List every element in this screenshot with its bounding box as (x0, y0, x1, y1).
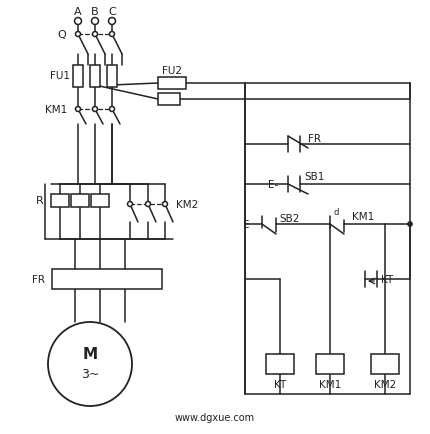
Text: KT: KT (274, 379, 286, 389)
Text: E: E (243, 220, 250, 230)
Text: SB2: SB2 (279, 214, 299, 224)
Circle shape (408, 222, 412, 227)
Circle shape (92, 33, 98, 37)
Circle shape (48, 322, 132, 406)
Circle shape (92, 19, 98, 26)
Text: FR: FR (31, 274, 44, 284)
Circle shape (110, 33, 114, 37)
Text: 3~: 3~ (81, 368, 99, 381)
Circle shape (92, 107, 98, 112)
Circle shape (163, 202, 168, 207)
Bar (71, 194, 89, 207)
Bar (371, 354, 399, 374)
Text: KM2: KM2 (374, 379, 396, 389)
Bar (51, 194, 69, 207)
Circle shape (108, 19, 116, 26)
Text: FU2: FU2 (162, 66, 182, 76)
Text: KM2: KM2 (176, 200, 198, 210)
Text: C: C (108, 7, 116, 17)
Text: R: R (36, 196, 44, 206)
Bar (158, 94, 180, 106)
Text: FR: FR (308, 134, 321, 144)
Text: SB1: SB1 (304, 171, 324, 181)
Text: www.dgxue.com: www.dgxue.com (175, 412, 255, 422)
Circle shape (76, 107, 80, 112)
Circle shape (128, 202, 132, 207)
Text: A: A (74, 7, 82, 17)
Bar (107, 66, 117, 88)
Text: E-: E- (268, 180, 278, 190)
Text: KT: KT (381, 274, 393, 284)
Bar (266, 354, 294, 374)
Text: KM1: KM1 (45, 105, 67, 115)
Text: FU1: FU1 (50, 71, 70, 81)
Bar (91, 194, 109, 207)
Text: Q: Q (58, 30, 66, 40)
Bar (73, 66, 83, 88)
Bar (158, 78, 186, 90)
Circle shape (110, 107, 114, 112)
Text: B: B (91, 7, 99, 17)
Circle shape (74, 19, 82, 26)
Text: KM1: KM1 (319, 379, 341, 389)
Bar (316, 354, 344, 374)
Circle shape (145, 202, 150, 207)
Text: KM1: KM1 (352, 211, 374, 221)
Bar (52, 270, 162, 289)
Bar (90, 66, 100, 88)
Text: M: M (83, 347, 98, 362)
Text: d: d (333, 208, 339, 217)
Circle shape (76, 33, 80, 37)
